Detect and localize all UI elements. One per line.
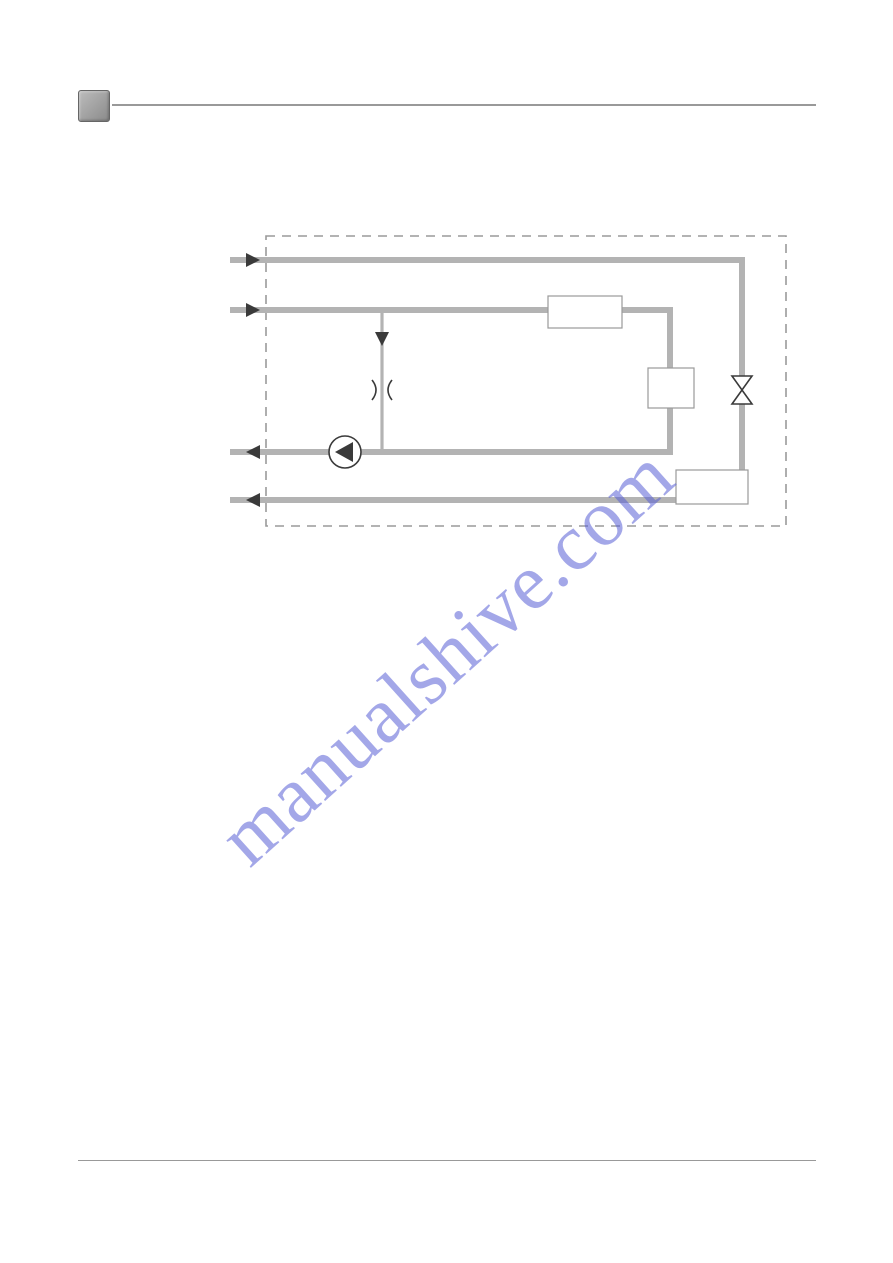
header-square-icon [78,90,110,122]
valve-icon [732,376,752,404]
box-top [548,296,622,328]
component-boxes [548,296,748,504]
flow-diagram [230,220,800,540]
page-root: manualshive.com [0,0,893,1263]
box-right [648,368,694,408]
flow-arrows [246,253,389,507]
box-lower [676,470,748,504]
footer-rule [78,1160,816,1161]
diagram-svg [230,220,800,540]
header-rule [112,104,816,106]
pump-icon [329,436,361,468]
